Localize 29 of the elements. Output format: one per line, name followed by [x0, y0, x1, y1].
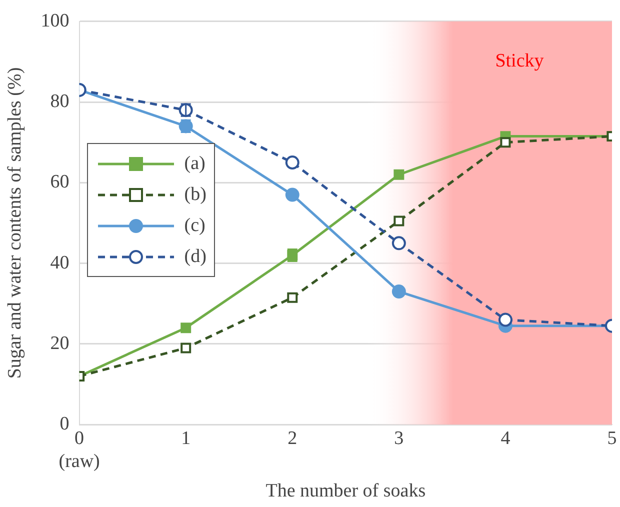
x-tick-label: 5: [607, 428, 617, 449]
legend-label: (a): [184, 152, 206, 174]
point: [180, 342, 192, 354]
legend-label: (b): [184, 184, 206, 206]
point: [394, 169, 404, 180]
y-tick-label: 80: [50, 91, 70, 112]
y-axis-title: Sugar and water contents of samples (%): [4, 67, 26, 379]
y-tick-label: 0: [60, 414, 70, 435]
point: [285, 156, 300, 170]
x-tick-label: 4: [500, 428, 511, 449]
point: [394, 216, 404, 226]
band-label: Sticky: [495, 50, 544, 72]
x-tick-label: 1: [181, 428, 191, 449]
legend-label: (d): [184, 246, 206, 268]
y-tick-label: 20: [50, 332, 70, 354]
point: [498, 312, 512, 327]
point: [500, 137, 511, 148]
point: [180, 322, 192, 334]
x-tick-label: 2: [288, 428, 298, 449]
point: [285, 188, 300, 202]
y-tick-label: 40: [50, 252, 70, 274]
point: [392, 284, 406, 299]
point: [287, 292, 298, 303]
y-tick-label: 100: [40, 10, 70, 32]
x-tick-label: 3: [394, 428, 404, 449]
x-axis-title: The number of soaks: [266, 480, 426, 502]
y-tick-label: 60: [50, 172, 70, 193]
point: [392, 236, 406, 250]
legend-label: (c): [184, 214, 206, 236]
